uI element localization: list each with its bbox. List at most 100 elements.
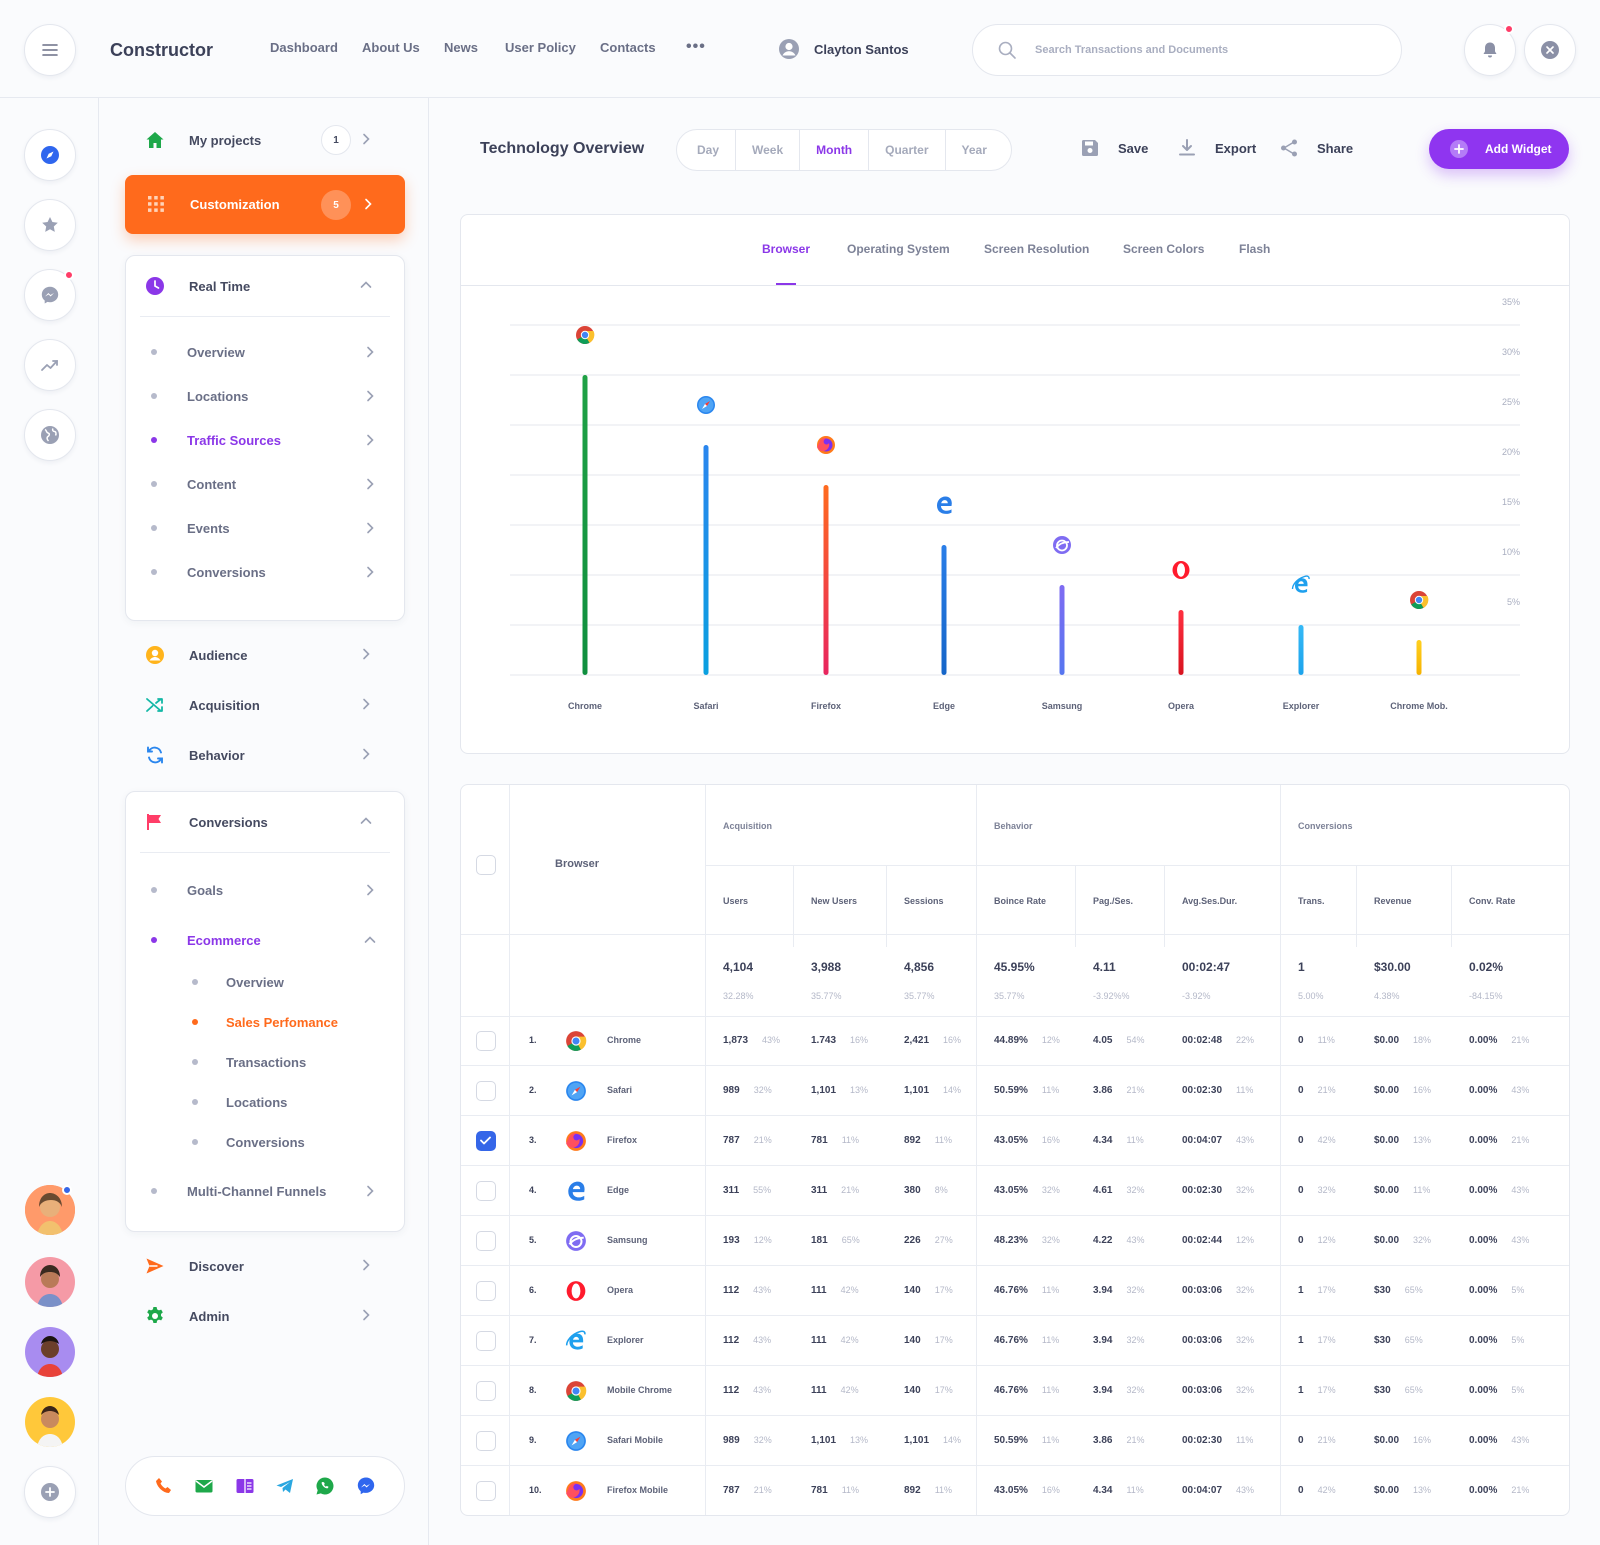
sidebar-item-locations[interactable]: Locations [151, 382, 248, 410]
column-header[interactable]: Boince Rate [994, 896, 1047, 906]
column-header[interactable]: Conv. Rate [1469, 896, 1516, 906]
book-icon[interactable] [235, 1476, 255, 1496]
row-checkbox[interactable] [476, 1481, 496, 1501]
cell-percent: 32% [1126, 1385, 1145, 1395]
telegram-icon[interactable] [275, 1476, 295, 1496]
search-input[interactable] [1035, 44, 1365, 56]
sidebar-item-behavior[interactable]: Behavior [125, 735, 405, 775]
add-widget-button[interactable]: Add Widget [1429, 129, 1569, 169]
table-cell: 48.23% 32% [994, 1235, 1060, 1246]
row-checkbox[interactable] [476, 1181, 496, 1201]
sidebar-item-events[interactable]: Events [151, 514, 230, 542]
sidebar-item-audience[interactable]: Audience [125, 635, 405, 675]
nav-news[interactable]: News [444, 40, 478, 55]
sidebar-item-customization[interactable]: Customization 5 [125, 175, 405, 234]
nav-dashboard[interactable]: Dashboard [270, 40, 338, 55]
safari-icon [565, 1430, 587, 1452]
column-header[interactable]: Revenue [1374, 896, 1412, 906]
chart-tab-operating-system[interactable]: Operating System [847, 242, 950, 256]
table-row[interactable]: 3. Firefox 787 21% 781 11% 892 11% 43.05% 16% 4.34… [461, 1116, 1569, 1166]
period-week[interactable]: Week [736, 130, 801, 170]
table-row[interactable]: 1. Chrome 1,873 43% 1.743 16% 2,421 16% 44.89% 12… [461, 1016, 1569, 1066]
period-day[interactable]: Day [677, 130, 737, 170]
sidebar-item-overview[interactable]: Overview [151, 338, 245, 366]
add-user-button[interactable] [24, 1466, 76, 1518]
sidebar-item-goals[interactable]: Goals [151, 876, 223, 904]
bullet [192, 1059, 198, 1065]
row-checkbox[interactable] [476, 1231, 496, 1251]
sidebar-item-conversions[interactable]: Conversions [151, 558, 266, 586]
chart-tab-screen-colors[interactable]: Screen Colors [1123, 242, 1205, 256]
ecommerce-item-locations[interactable]: Locations [192, 1088, 287, 1116]
avatar-user-4[interactable] [25, 1397, 75, 1447]
sidebar-item-conversions[interactable]: Conversions [125, 802, 405, 842]
column-header[interactable]: Sessions [904, 896, 944, 906]
row-checkbox[interactable] [476, 1431, 496, 1451]
table-row[interactable]: 9. Safari Mobile 989 32% 1,101 13% 1,101 14% 50.… [461, 1416, 1569, 1466]
table-row[interactable]: 8. Mobile Chrome 112 43% 111 42% 140 17% 46.76% 1… [461, 1366, 1569, 1416]
close-button[interactable] [1524, 24, 1576, 76]
nav-contacts[interactable]: Contacts [600, 40, 656, 55]
chevron-right-icon [363, 748, 370, 760]
period-quarter[interactable]: Quarter [869, 130, 946, 170]
more-nav-icon[interactable]: ••• [686, 38, 706, 55]
nav-user-policy[interactable]: User Policy [505, 40, 576, 55]
table-row[interactable]: 4. Edge 311 55% 311 21% 380 8% 43.05% 32% 4.61 32% 0… [461, 1166, 1569, 1216]
sidebar-item-my-projects[interactable]: My projects 1 [125, 120, 405, 160]
menu-button[interactable] [24, 24, 76, 76]
rail-trends-button[interactable] [24, 339, 76, 391]
phone-icon[interactable] [154, 1476, 174, 1496]
avatar-user-3[interactable] [25, 1327, 75, 1377]
table-row[interactable]: 2. Safari 989 32% 1,101 13% 1,101 14% 50.59% 11% 3… [461, 1066, 1569, 1116]
ecommerce-item-sales-perfomance[interactable]: Sales Perfomance [192, 1008, 338, 1036]
column-header[interactable]: Pag./Ses. [1093, 896, 1134, 906]
search-box[interactable] [972, 24, 1402, 76]
table-row[interactable]: 5. Samsung 193 12% 181 65% 226 27% 48.23% 32% 4.22… [461, 1216, 1569, 1266]
column-header[interactable]: New Users [811, 896, 858, 906]
column-header[interactable]: Trans. [1298, 896, 1325, 906]
save-button[interactable]: Save [1080, 138, 1148, 158]
sidebar-item-acquisition[interactable]: Acquisition [125, 685, 405, 725]
chart-tab-flash[interactable]: Flash [1239, 242, 1271, 256]
cell-value: 00:03:06 [1182, 1335, 1223, 1346]
row-checkbox[interactable] [476, 1131, 496, 1151]
column-header[interactable]: Users [723, 896, 749, 906]
total-value: 00:02:47 [1182, 960, 1231, 974]
avatar-user-2[interactable] [25, 1257, 75, 1307]
row-checkbox[interactable] [476, 1381, 496, 1401]
sidebar-item-multi-channel-funnels[interactable]: Multi-Channel Funnels [151, 1177, 326, 1205]
rail-compass-button[interactable] [24, 129, 76, 181]
table-row[interactable]: 6. Opera 112 43% 111 42% 140 17% 46.76% 11% 3.94 32… [461, 1266, 1569, 1316]
chart-tab-browser[interactable]: Browser [762, 242, 811, 256]
export-button[interactable]: Export [1177, 138, 1256, 158]
table-row[interactable]: 7. Explorer 112 43% 111 42% 140 17% 46.76% 11% 3.9… [461, 1316, 1569, 1366]
user-menu[interactable]: Clayton Santos [778, 38, 909, 60]
sidebar-item-discover[interactable]: Discover [125, 1246, 405, 1286]
rail-globe-button[interactable] [24, 409, 76, 461]
chart-tab-screen-resolution[interactable]: Screen Resolution [984, 242, 1090, 256]
share-button[interactable]: Share [1279, 138, 1353, 158]
table-row[interactable]: 10. Firefox Mobile 787 21% 781 11% 892 11% 43.05… [461, 1466, 1569, 1515]
period-year[interactable]: Year [961, 143, 987, 157]
sidebar-item-content[interactable]: Content [151, 470, 236, 498]
nav-about-us[interactable]: About Us [362, 40, 420, 55]
column-header[interactable]: Avg.Ses.Dur. [1182, 896, 1238, 906]
sidebar-item-real-time[interactable]: Real Time [125, 266, 405, 306]
row-checkbox[interactable] [476, 1081, 496, 1101]
divider [140, 852, 390, 853]
rail-favorites-button[interactable] [24, 199, 76, 251]
row-checkbox[interactable] [476, 1281, 496, 1301]
messenger-icon[interactable] [356, 1476, 376, 1496]
sidebar-item-admin[interactable]: Admin [125, 1296, 405, 1336]
row-checkbox[interactable] [476, 1031, 496, 1051]
ecommerce-item-transactions[interactable]: Transactions [192, 1048, 306, 1076]
ecommerce-item-conversions[interactable]: Conversions [192, 1128, 305, 1156]
row-checkbox[interactable] [476, 1331, 496, 1351]
ecommerce-item-overview[interactable]: Overview [192, 968, 284, 996]
select-all-checkbox[interactable] [476, 855, 496, 875]
period-month[interactable]: Month [800, 130, 870, 170]
sidebar-item-ecommerce[interactable]: Ecommerce [151, 926, 261, 954]
mail-icon[interactable] [194, 1476, 214, 1496]
whatsapp-icon[interactable] [315, 1476, 335, 1496]
sidebar-item-traffic-sources[interactable]: Traffic Sources [151, 426, 281, 454]
